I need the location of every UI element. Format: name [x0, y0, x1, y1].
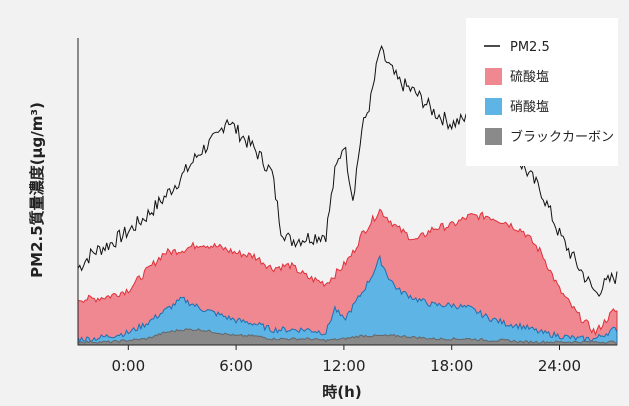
legend-item-black-carbon: ブラックカーボン [485, 128, 614, 145]
chart-areas [77, 208, 618, 346]
legend-item-sulfate: 硫酸塩 [485, 68, 549, 85]
legend-item-nitrate: 硝酸塩 [485, 98, 549, 115]
x-tick-label: 18:00 [430, 357, 473, 375]
line-series-pm25 [77, 44, 618, 297]
legend-swatch [485, 68, 502, 85]
x-tick-label: 6:00 [219, 357, 253, 375]
legend-swatch [485, 128, 502, 145]
area-series-nitrate [77, 254, 618, 346]
x-tick-label: 12:00 [322, 357, 365, 375]
legend-item-pm25: PM2.5 [484, 40, 550, 55]
x-axis-ticks: 0:00 6:00 12:00 18:00 24:00 [111, 345, 581, 375]
legend-label: 硫酸塩 [510, 70, 549, 85]
area-series-black-carbon [77, 328, 618, 346]
x-axis-title: 時(h) [322, 383, 361, 401]
x-tick-label: 0:00 [111, 357, 145, 375]
y-axis-title: PM2.5質量濃度(μg/m³) [28, 102, 46, 278]
chart-lines [77, 44, 618, 297]
x-tick-label: 24:00 [538, 357, 581, 375]
legend-label: 硝酸塩 [510, 100, 549, 115]
legend-label: ブラックカーボン [510, 129, 614, 145]
legend-swatch [485, 98, 502, 115]
legend-label: PM2.5 [510, 40, 550, 55]
